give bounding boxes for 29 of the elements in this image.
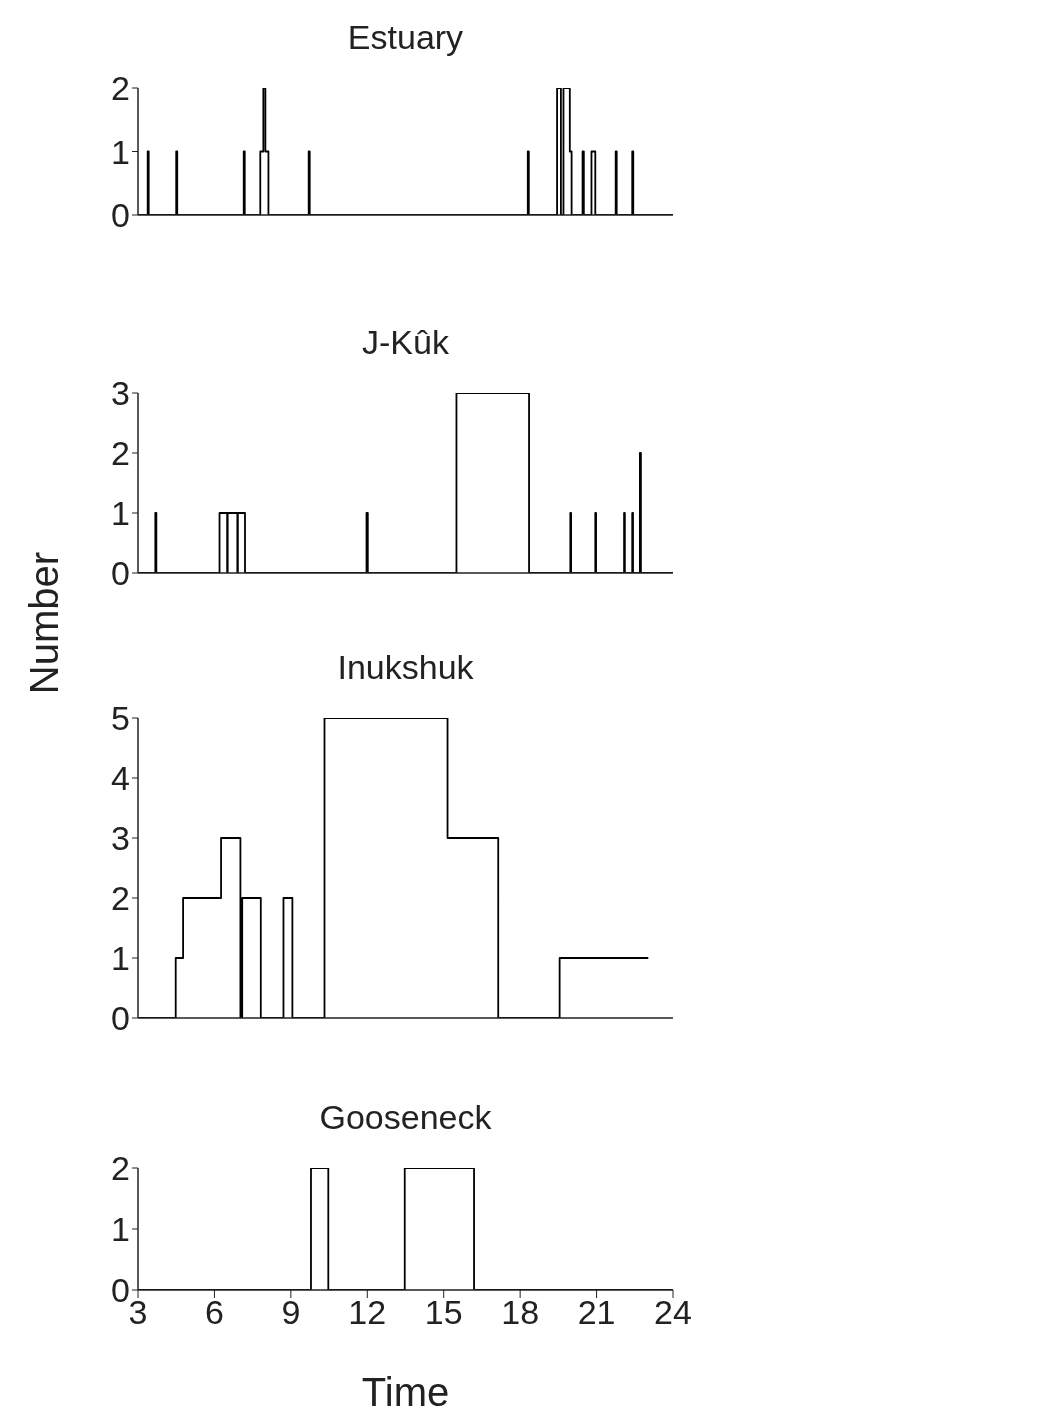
y-tick-label: 4 [111, 759, 130, 798]
y-tick-label: 5 [111, 699, 130, 738]
x-tick-label: 12 [348, 1293, 387, 1332]
x-tick-label: 15 [424, 1293, 463, 1332]
y-tick-label: 1 [111, 939, 130, 978]
x-tick-label: 6 [204, 1293, 224, 1332]
x-tick-label: 21 [577, 1293, 616, 1332]
y-tick-label: 2 [111, 879, 130, 918]
y-tick-label: 0 [111, 1271, 130, 1310]
y-tick-label: 3 [111, 819, 130, 858]
y-axis-title: Number [21, 551, 67, 695]
x-tick-label: 24 [654, 1293, 692, 1332]
y-tick-label: 1 [111, 494, 130, 533]
x-tick-label: 18 [501, 1293, 540, 1332]
y-tick-label: 0 [111, 999, 130, 1038]
y-tick-label: 3 [111, 374, 130, 413]
chart-title: J-Kûk [361, 323, 450, 363]
chart-title: Inukshuk [336, 648, 475, 688]
y-tick-label: 2 [111, 434, 130, 473]
x-tick-label: 9 [281, 1293, 301, 1332]
y-tick-label: 2 [111, 69, 130, 108]
y-tick-label: 0 [111, 196, 130, 235]
x-axis-title: Time [360, 1370, 451, 1415]
y-tick-label: 1 [111, 132, 130, 171]
y-tick-label: 0 [111, 554, 130, 593]
chart-title: Gooseneck [318, 1098, 493, 1138]
y-tick-label: 2 [111, 1149, 130, 1188]
chart-title: Estuary [346, 18, 465, 58]
y-tick-label: 1 [111, 1210, 130, 1249]
